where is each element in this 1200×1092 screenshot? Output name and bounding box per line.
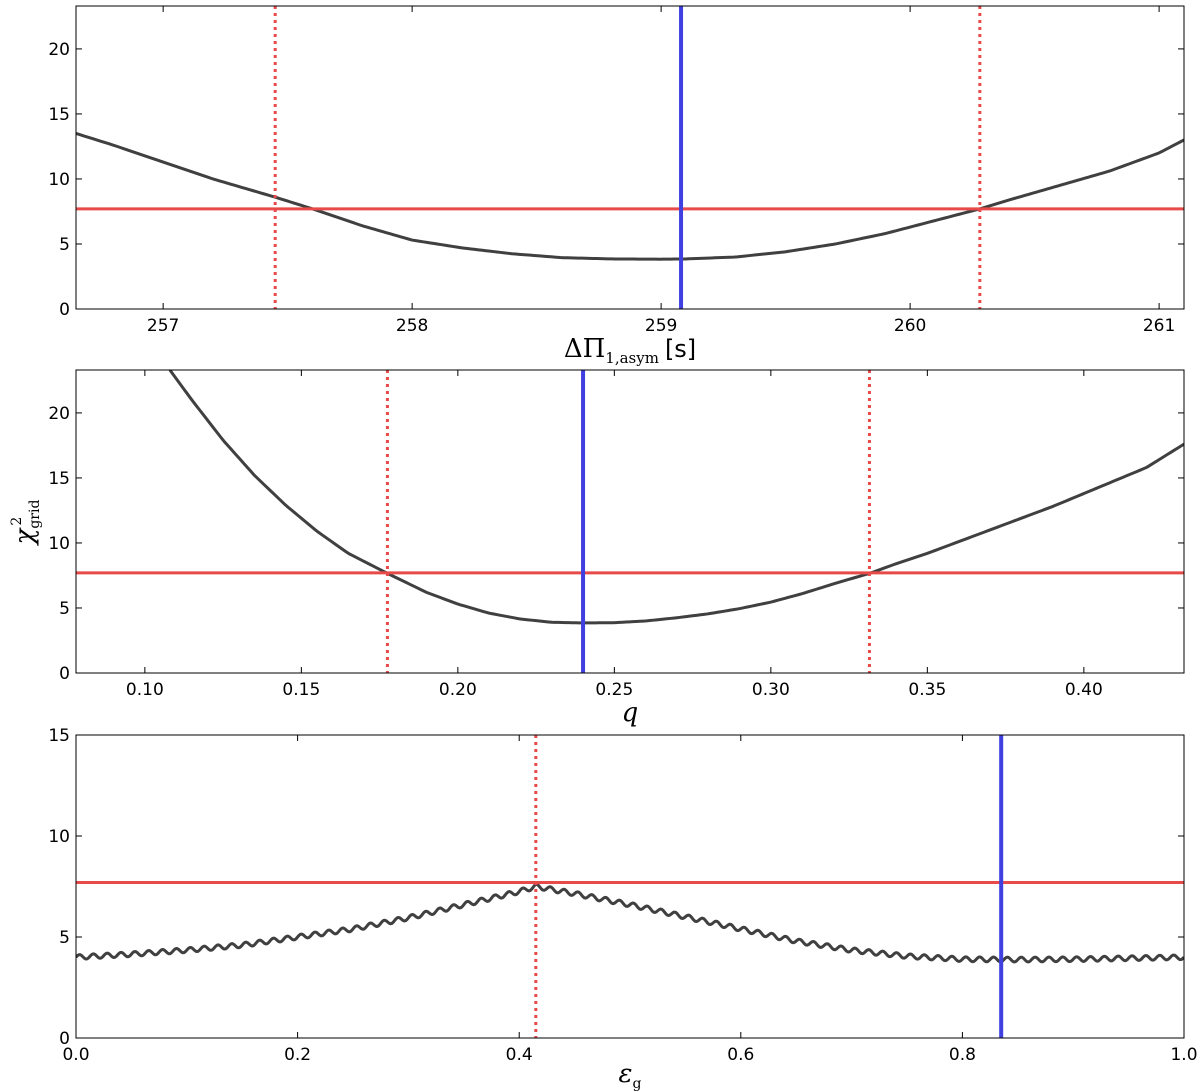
x-tick-label: 0.35 xyxy=(908,680,946,700)
y-tick-label: 0 xyxy=(59,300,70,320)
series-line-0 xyxy=(76,882,1184,964)
x-tick-labels: 257 258 259 260 261 xyxy=(147,316,1175,336)
plot-area xyxy=(76,6,1184,310)
x-tick-label: 259 xyxy=(645,316,677,336)
x-tick-label: 0.4 xyxy=(506,1045,533,1065)
plot-inner xyxy=(76,735,1184,1038)
x-axis-label-main: ε xyxy=(619,1059,633,1089)
x-axis-label-sub: 1,asym xyxy=(605,349,659,367)
x-axis-label-unit: [s] xyxy=(665,335,696,363)
y-axis-label-sub: grid xyxy=(27,500,43,529)
x-tick-labels: 0.0 0.2 0.4 0.6 0.8 1.0 xyxy=(62,1045,1197,1065)
panel-epsilon: 0.0 0.2 0.4 0.6 0.8 1.0 0 5 10 15 εg xyxy=(48,726,1197,1092)
x-axis-label: εg xyxy=(619,1059,642,1092)
y-tick-labels: 0 5 10 15 xyxy=(48,726,70,1049)
x-tick-label: 0.30 xyxy=(752,680,790,700)
series-line-0 xyxy=(76,132,1184,261)
x-tick-label: 1.0 xyxy=(1170,1045,1197,1065)
y-tick-label: 10 xyxy=(48,827,70,847)
y-tick-label: 20 xyxy=(48,404,70,424)
x-tick-label: 0.10 xyxy=(126,680,164,700)
y-axis-label-main: χ xyxy=(10,526,40,546)
y-tick-label: 10 xyxy=(48,534,70,554)
x-tick-label: 257 xyxy=(147,316,179,336)
x-axis-label-sub: g xyxy=(632,1076,641,1092)
x-axis-label-main: ΔΠ xyxy=(564,334,605,364)
y-axis-label: χgrid2 xyxy=(9,500,43,547)
x-tick-label: 0.8 xyxy=(949,1045,976,1065)
x-tick-label: 0.40 xyxy=(1065,680,1103,700)
series-line-0 xyxy=(168,370,1184,625)
plot-inner xyxy=(76,370,1184,673)
y-tick-label: 10 xyxy=(48,170,70,190)
y-tick-label: 0 xyxy=(59,664,70,684)
y-tick-labels: 0 5 10 15 20 xyxy=(48,404,70,684)
x-tick-label: 258 xyxy=(396,316,428,336)
x-tick-label: 261 xyxy=(1143,316,1175,336)
x-tick-label: 0.6 xyxy=(727,1045,754,1065)
x-tick-label: 0.20 xyxy=(439,680,477,700)
y-tick-label: 5 xyxy=(59,928,70,948)
x-axis-label: q xyxy=(622,698,639,728)
axes-frame xyxy=(75,369,1185,674)
y-axis-label-sup: 2 xyxy=(9,517,25,526)
x-tick-label: 0.0 xyxy=(62,1045,89,1065)
y-tick-label: 5 xyxy=(59,235,70,255)
axes-frame xyxy=(75,5,1185,310)
x-tick-label: 0.25 xyxy=(595,680,633,700)
x-tick-label: 260 xyxy=(894,316,926,336)
plot-inner xyxy=(76,6,1184,309)
panel-delta-pi: 257 258 259 260 261 0 5 10 15 20 ΔΠ1,asym [s] xyxy=(48,5,1185,367)
y-tick-label: 20 xyxy=(48,40,70,60)
y-tick-label: 0 xyxy=(59,1029,70,1049)
y-tick-label: 15 xyxy=(48,469,70,489)
x-axis-label: ΔΠ1,asym [s] xyxy=(564,334,696,367)
x-tick-label: 0.2 xyxy=(284,1045,311,1065)
x-tick-label: 0.15 xyxy=(282,680,320,700)
y-tick-label: 15 xyxy=(48,726,70,746)
x-tick-labels: 0.10 0.15 0.20 0.25 0.30 0.35 0.40 xyxy=(126,680,1103,700)
plot-area xyxy=(76,370,1184,674)
y-tick-label: 15 xyxy=(48,105,70,125)
y-tick-label: 5 xyxy=(59,599,70,619)
plot-area xyxy=(75,734,1185,1039)
axes-frame xyxy=(75,734,1185,1039)
y-tick-labels: 0 5 10 15 20 xyxy=(48,40,70,320)
